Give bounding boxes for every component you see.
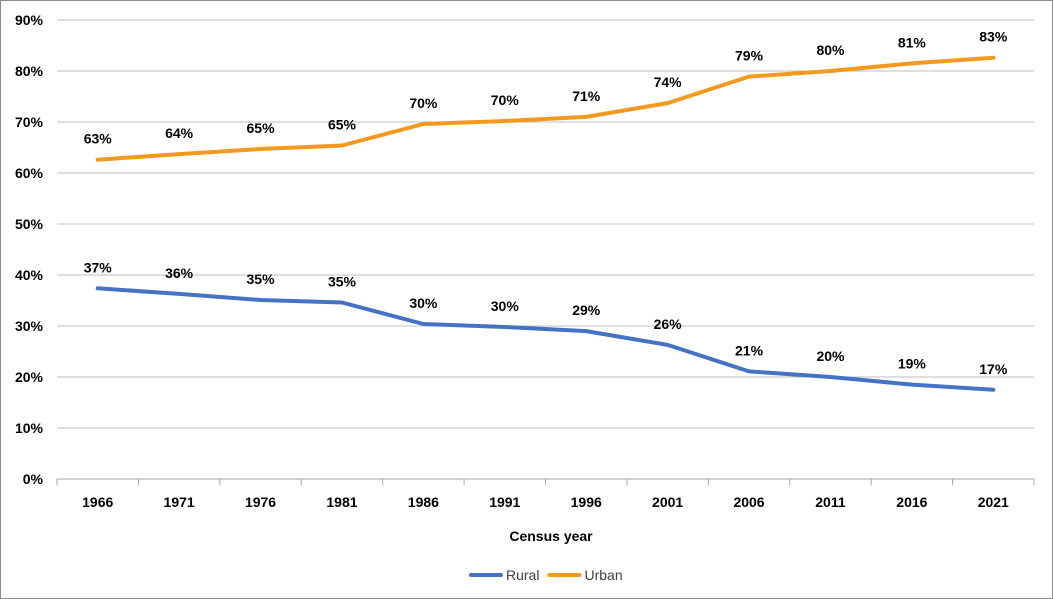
x-axis-ticks: 1966 1971 1976 1981 1986 1991 1996 2001 2006 2011…: [56, 479, 1035, 510]
urban-data-label: 65%: [247, 120, 276, 136]
legend-item-rural: Rural: [469, 567, 539, 583]
x-tick-label: 2001: [652, 494, 683, 510]
urban-data-label: 81%: [898, 34, 927, 50]
rural-data-label: 20%: [816, 348, 845, 364]
y-tick-label: 50%: [15, 216, 44, 232]
y-tick-label: 60%: [15, 165, 44, 181]
rural-data-label: 36%: [165, 265, 194, 281]
x-axis-title: Census year: [509, 528, 593, 544]
urban-data-label: 79%: [735, 48, 764, 64]
rural-data-label: 21%: [735, 342, 764, 358]
x-tick-label: 1966: [82, 494, 113, 510]
urban-data-label: 83%: [979, 29, 1008, 45]
urban-data-label: 70%: [491, 92, 520, 108]
legend-label-urban: Urban: [584, 567, 622, 583]
rural-data-label: 26%: [654, 316, 683, 332]
x-tick-label: 2006: [733, 494, 764, 510]
urban-series-line: [95, 55, 996, 162]
y-tick-label: 0%: [23, 471, 44, 487]
legend-item-urban: Urban: [547, 567, 623, 583]
urban-data-label: 80%: [816, 42, 845, 58]
gridlines: [57, 19, 1034, 480]
urban-data-label: 65%: [328, 116, 357, 132]
data-labels: 37% 36% 35% 35% 30% 30% 29% 26% 21% 20% 19% 17% 63% 6…: [84, 29, 1008, 377]
rural-data-label: 19%: [898, 356, 927, 372]
rural-series-line: [95, 286, 996, 392]
rural-data-label: 30%: [409, 295, 438, 311]
rural-data-label: 17%: [979, 361, 1008, 377]
legend-label-rural: Rural: [506, 567, 539, 583]
x-tick-label: 2016: [896, 494, 927, 510]
x-tick-label: 2011: [815, 494, 846, 510]
y-tick-label: 30%: [15, 318, 44, 334]
x-tick-label: 2021: [978, 494, 1009, 510]
x-tick-label: 1981: [326, 494, 357, 510]
rural-data-label: 37%: [84, 259, 113, 275]
y-tick-label: 90%: [15, 12, 44, 28]
rural-data-label: 29%: [572, 302, 601, 318]
y-tick-label: 40%: [15, 267, 44, 283]
x-tick-label: 1991: [489, 494, 520, 510]
y-tick-label: 20%: [15, 369, 44, 385]
rural-data-label: 35%: [247, 271, 276, 287]
rural-data-label: 35%: [328, 274, 357, 290]
x-tick-label: 1971: [164, 494, 195, 510]
x-tick-label: 1996: [571, 494, 602, 510]
y-tick-label: 80%: [15, 63, 44, 79]
y-tick-label: 10%: [15, 420, 44, 436]
urban-data-label: 63%: [84, 131, 113, 147]
x-tick-label: 1986: [408, 494, 439, 510]
urban-data-label: 64%: [165, 125, 194, 141]
legend: Rural Urban: [469, 567, 623, 583]
urban-data-label: 71%: [572, 88, 601, 104]
rural-data-label: 30%: [491, 298, 520, 314]
x-tick-label: 1976: [245, 494, 276, 510]
urban-data-label: 74%: [654, 74, 683, 90]
urban-data-label: 70%: [409, 95, 438, 111]
y-axis-ticks: 0% 10% 20% 30% 40% 50% 60% 70% 80% 90%: [15, 12, 44, 487]
y-tick-label: 70%: [15, 114, 44, 130]
series-lines: [95, 55, 996, 392]
